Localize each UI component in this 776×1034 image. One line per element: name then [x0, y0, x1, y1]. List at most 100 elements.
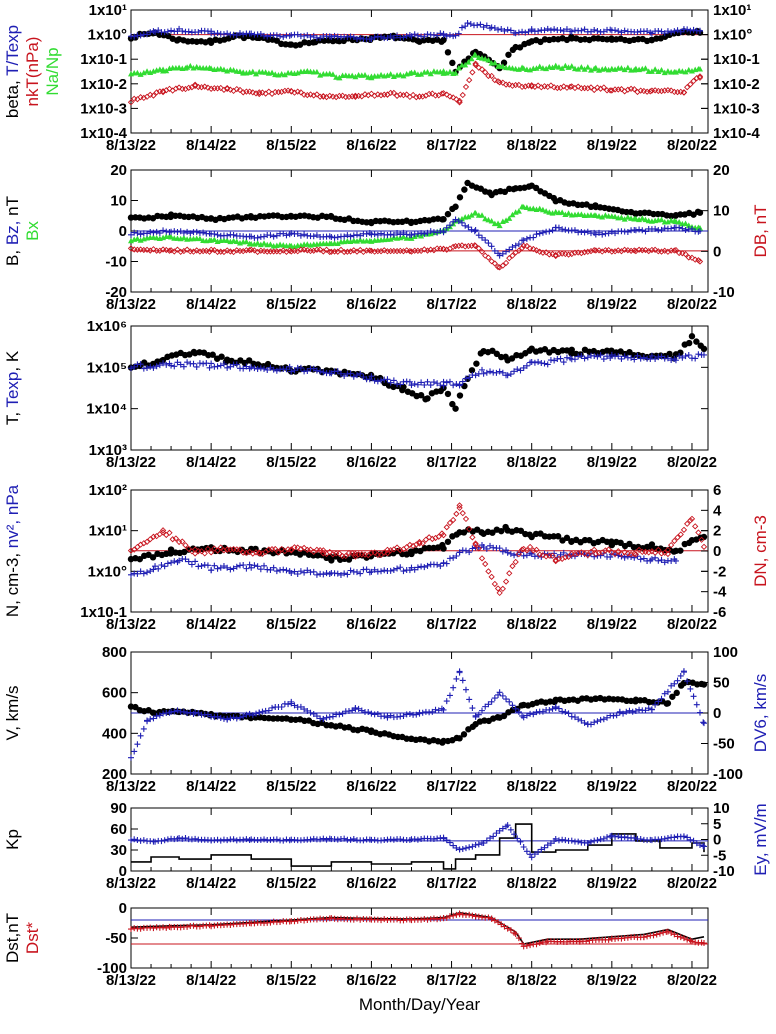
data-point: [230, 565, 237, 572]
data-point: [472, 242, 479, 250]
data-point: [217, 544, 224, 551]
data-point: [466, 374, 473, 381]
x-tick-label: 8/13/22: [106, 137, 156, 154]
data-point: [559, 209, 566, 215]
data-point: [159, 88, 167, 95]
data-point: [269, 704, 276, 711]
data-point: [600, 84, 607, 91]
data-point: [645, 247, 652, 255]
data-point: [397, 71, 404, 78]
data-point: [471, 228, 478, 235]
y-axis-label: Ey, mV/m: [751, 803, 770, 875]
data-point: [137, 568, 144, 575]
data-point: [387, 71, 394, 77]
data-point: [525, 28, 532, 35]
data-point: [488, 72, 495, 80]
data-point: [473, 360, 480, 367]
data-point: [530, 205, 537, 212]
data-point: [374, 231, 381, 238]
x-tick-label: 8/13/22: [106, 972, 156, 989]
data-point: [674, 534, 681, 541]
data-point: [184, 710, 191, 717]
data-point: [131, 836, 138, 843]
data-point: [667, 87, 675, 94]
data-point: [539, 552, 547, 559]
data-point: [496, 368, 503, 375]
data-point: [137, 231, 144, 238]
data-point: [430, 915, 437, 922]
data-point: [591, 26, 598, 33]
data-point: [568, 837, 575, 844]
data-point: [233, 238, 240, 245]
data-point: [256, 709, 263, 716]
data-point: [153, 363, 160, 370]
data-point: [515, 208, 522, 214]
data-point: [491, 247, 498, 254]
x-tick-label: 8/16/22: [346, 454, 396, 471]
data-point: [465, 59, 472, 65]
data-point: [267, 364, 274, 371]
x-tick-label: 8/18/22: [507, 616, 557, 633]
data-point: [430, 379, 437, 386]
data-point: [488, 243, 495, 250]
data-point: [612, 935, 619, 942]
data-point: [482, 560, 489, 568]
data-point: [498, 921, 505, 928]
data-point: [658, 67, 665, 73]
x-tick-label: 8/14/22: [186, 137, 236, 154]
data-point: [368, 568, 375, 575]
data-point: [499, 585, 506, 592]
x-tick-label: 8/18/22: [507, 137, 557, 154]
data-point: [387, 33, 394, 40]
data-point: [612, 230, 619, 237]
data-point: [491, 917, 498, 924]
y-tick-label: 30: [110, 842, 127, 859]
data-point: [509, 244, 516, 251]
data-point: [185, 558, 192, 565]
data-point: [512, 705, 519, 712]
data-point: [190, 922, 197, 929]
data-point: [687, 517, 694, 524]
data-point: [144, 717, 151, 724]
data-point: [357, 916, 364, 923]
data-point: [134, 69, 141, 76]
data-point: [273, 32, 280, 39]
data-point: [669, 693, 676, 700]
data-point: [494, 585, 502, 592]
data-point: [700, 842, 707, 849]
data-point: [171, 363, 178, 370]
data-point: [504, 925, 511, 932]
data-point: [406, 378, 413, 385]
y-axis-label-part: , K: [3, 350, 22, 371]
data-point: [664, 28, 671, 35]
data-point: [366, 247, 373, 254]
data-point: [684, 84, 691, 91]
data-point: [655, 557, 662, 564]
data-point: [645, 705, 652, 712]
data-point: [150, 925, 157, 932]
data-point: [390, 377, 397, 384]
data-point: [450, 243, 457, 251]
data-point: [578, 64, 585, 70]
data-point: [177, 228, 184, 235]
data-point: [131, 546, 138, 553]
data-point: [621, 554, 628, 561]
data-point: [655, 546, 662, 554]
data-point: [304, 367, 311, 374]
data-point: [544, 842, 551, 849]
x-tick-label: 8/20/22: [667, 454, 717, 471]
data-point: [418, 379, 425, 386]
data-point: [688, 938, 695, 945]
data-point: [233, 361, 240, 368]
data-point: [329, 71, 336, 77]
data-point: [438, 90, 446, 97]
y2-tick-label: 1x10-4: [713, 125, 760, 142]
data-point: [639, 227, 646, 234]
data-point: [440, 90, 447, 97]
data-point: [301, 706, 308, 713]
data-point: [240, 31, 247, 38]
data-point: [496, 827, 503, 834]
data-point: [217, 564, 224, 571]
data-point: [307, 34, 314, 41]
x-tick-label: 8/20/22: [667, 875, 717, 892]
